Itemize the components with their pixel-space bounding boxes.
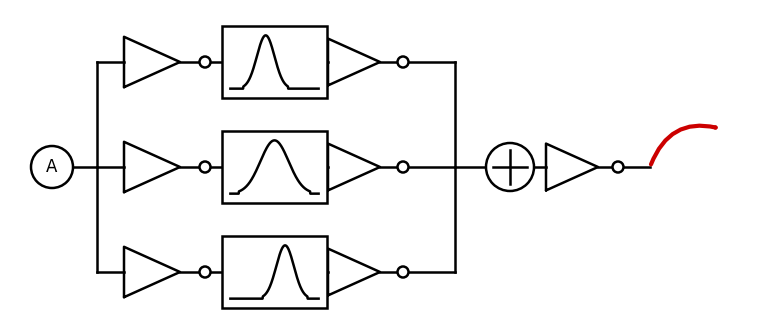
Circle shape: [398, 162, 409, 172]
Circle shape: [486, 143, 534, 191]
Circle shape: [200, 56, 211, 67]
Circle shape: [200, 267, 211, 278]
Circle shape: [200, 162, 211, 172]
Bar: [222, 26, 327, 98]
Bar: [222, 236, 327, 308]
Circle shape: [612, 162, 624, 172]
Circle shape: [31, 146, 73, 188]
Circle shape: [398, 267, 409, 278]
Circle shape: [398, 56, 409, 67]
Text: A: A: [46, 158, 58, 176]
Bar: [222, 131, 327, 203]
FancyArrowPatch shape: [651, 126, 716, 164]
